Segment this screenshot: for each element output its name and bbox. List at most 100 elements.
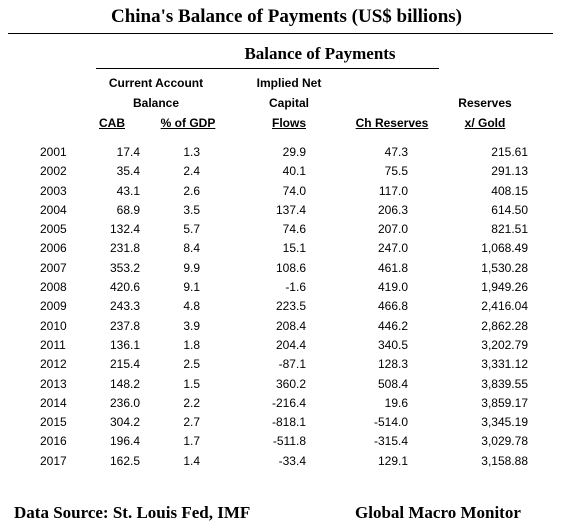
capital-flows-cell: 74.6 <box>282 222 306 237</box>
capital-flows-cell: 204.4 <box>275 337 306 352</box>
data-rows: 2001 17.4 1.3 29.9 47.3 215.61 2002 35.4 2.4 40.1… <box>0 145 573 473</box>
table-row: 2005 132.4 5.7 74.6 207.0 821.51 <box>0 222 573 241</box>
capital-flows-cell: 360.2 <box>275 376 306 391</box>
pct-gdp-cell: 2.2 <box>183 395 200 410</box>
table-row: 2010 237.8 3.9 208.4 446.2 2,862.28 <box>0 319 573 338</box>
capital-flows-cell: -818.1 <box>271 415 306 430</box>
cab-cell: 196.4 <box>109 434 140 449</box>
cab-cell: 68.9 <box>116 202 140 217</box>
table-row: 2011 136.1 1.8 204.4 340.5 3,202.79 <box>0 338 573 357</box>
ch-reserves-cell: 207.0 <box>377 222 408 237</box>
pct-gdp-cell: 1.5 <box>183 376 200 391</box>
cab-cell: 420.6 <box>109 280 140 295</box>
cab-column-header: CAB <box>99 116 125 130</box>
current-account-header-line2: Balance <box>132 96 180 110</box>
brand-label: Global Macro Monitor <box>355 503 521 522</box>
ch-reserves-cell: 47.3 <box>384 145 408 159</box>
ch-reserves-cell: 461.8 <box>377 260 408 275</box>
implied-header-line2: Capital <box>268 96 309 110</box>
ch-reserves-cell: 117.0 <box>378 183 408 198</box>
table-row: 2001 17.4 1.3 29.9 47.3 215.61 <box>0 145 573 164</box>
pct-gdp-cell: 1.4 <box>183 453 200 468</box>
table-row: 2003 43.1 2.6 74.0 117.0 408.15 <box>0 184 573 203</box>
ch-reserves-cell: 508.4 <box>377 376 408 391</box>
cab-cell: 132.4 <box>109 222 140 237</box>
table-row: 2012 215.4 2.5 -87.1 128.3 3,331.12 <box>0 357 573 376</box>
table-row: 2017 162.5 1.4 -33.4 129.1 3,158.88 <box>0 454 573 473</box>
reserves-cell: 1,949.26 <box>481 280 528 295</box>
capital-flows-cell: -216.4 <box>271 395 306 410</box>
cab-cell: 162.5 <box>109 453 140 468</box>
year-cell: 2008 <box>40 280 67 295</box>
pct-gdp-cell: 2.7 <box>183 415 200 430</box>
table-row: 2013 148.2 1.5 360.2 508.4 3,839.55 <box>0 377 573 396</box>
capital-flows-cell: 29.9 <box>282 145 306 159</box>
data-source: Data Source: St. Louis Fed, IMF <box>14 503 251 522</box>
reserves-cell: 408.15 <box>491 183 528 198</box>
ch-reserves-cell: 75.5 <box>384 164 408 179</box>
ch-reserves-cell: 466.8 <box>377 299 408 314</box>
cab-cell: 17.4 <box>116 145 140 159</box>
pct-gdp-cell: 9.1 <box>183 280 200 295</box>
table-row: 2014 236.0 2.2 -216.4 19.6 3,859.17 <box>0 396 573 415</box>
pct-gdp-cell: 1.8 <box>183 337 200 352</box>
ch-reserves-cell: 419.0 <box>377 280 408 295</box>
pct-gdp-cell: 1.3 <box>183 145 200 159</box>
year-cell: 2005 <box>40 222 67 237</box>
ch-reserves-cell: 206.3 <box>377 202 408 217</box>
capital-flows-cell: -33.4 <box>278 453 306 468</box>
title-rule <box>8 33 553 34</box>
reserves-cell: 3,158.88 <box>481 453 528 468</box>
capital-flows-cell: 208.4 <box>275 318 306 333</box>
ch-reserves-cell: -315.4 <box>373 434 408 449</box>
ch-reserves-cell: 19.6 <box>384 395 408 410</box>
ch-reserves-cell: -514.0 <box>373 415 408 430</box>
cab-cell: 136.1 <box>109 337 140 352</box>
cab-cell: 231.8 <box>109 241 140 256</box>
capital-flows-cell: -1.6 <box>285 280 306 295</box>
pct-gdp-cell: 2.6 <box>183 183 200 198</box>
cab-cell: 353.2 <box>109 260 140 275</box>
pct-gdp-cell: 4.8 <box>183 299 200 314</box>
capital-flows-cell: 108.6 <box>275 260 306 275</box>
table-row: 2002 35.4 2.4 40.1 75.5 291.13 <box>0 164 573 183</box>
capital-flows-column-header: Flows <box>271 116 306 130</box>
reserves-cell: 1,530.28 <box>481 260 528 275</box>
year-cell: 2011 <box>40 337 66 352</box>
reserves-header-line1: Reserves <box>458 96 512 110</box>
year-cell: 2014 <box>40 395 67 410</box>
year-cell: 2001 <box>40 145 67 159</box>
capital-flows-cell: -511.8 <box>272 434 306 449</box>
pct-gdp-cell: 3.9 <box>183 318 200 333</box>
pct-gdp-cell: 5.7 <box>183 222 200 237</box>
year-cell: 2012 <box>40 357 67 372</box>
pct-gdp-column-header: % of GDP <box>160 116 216 130</box>
table-row: 2008 420.6 9.1 -1.6 419.0 1,949.26 <box>0 280 573 299</box>
ch-reserves-cell: 128.3 <box>377 357 408 372</box>
year-cell: 2006 <box>40 241 67 256</box>
year-cell: 2009 <box>40 299 67 314</box>
cab-cell: 236.0 <box>109 395 140 410</box>
reserves-cell: 3,202.79 <box>481 337 528 352</box>
table-row: 2009 243.3 4.8 223.5 466.8 2,416.04 <box>0 299 573 318</box>
reserves-cell: 3,029.78 <box>481 434 528 449</box>
pct-gdp-cell: 2.5 <box>183 357 200 372</box>
subtitle-rule <box>96 68 439 69</box>
reserves-cell: 3,859.17 <box>481 395 528 410</box>
ch-reserves-cell: 340.5 <box>377 337 408 352</box>
capital-flows-cell: 137.4 <box>275 202 306 217</box>
year-cell: 2016 <box>40 434 67 449</box>
table-title: China's Balance of Payments (US$ billion… <box>110 6 462 27</box>
table-row: 2004 68.9 3.5 137.4 206.3 614.50 <box>0 203 573 222</box>
pct-gdp-cell: 2.4 <box>183 164 200 179</box>
table-row: 2007 353.2 9.9 108.6 461.8 1,530.28 <box>0 261 573 280</box>
cab-cell: 35.4 <box>116 164 140 179</box>
pct-gdp-cell: 1.7 <box>183 434 200 449</box>
reserves-cell: 821.51 <box>491 222 528 237</box>
reserves-gold-column-header: x/ Gold <box>464 116 506 130</box>
capital-flows-cell: -87.1 <box>278 357 306 372</box>
cab-cell: 43.1 <box>116 183 140 198</box>
cab-cell: 237.8 <box>109 318 140 333</box>
year-cell: 2003 <box>40 183 67 198</box>
capital-flows-cell: 15.1 <box>282 241 306 256</box>
